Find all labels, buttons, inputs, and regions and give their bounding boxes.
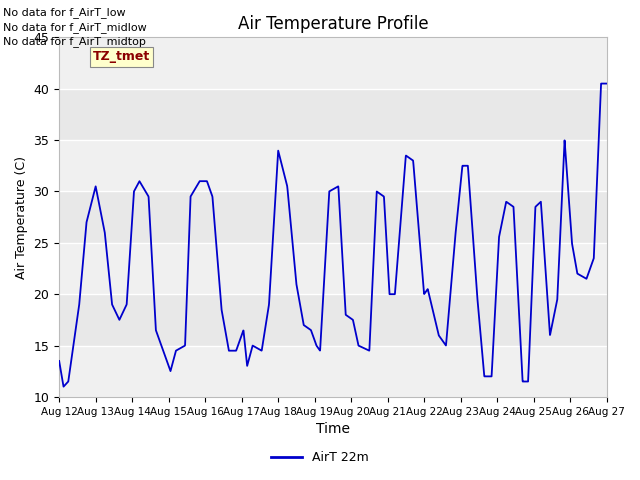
Y-axis label: Air Temperature (C): Air Temperature (C) bbox=[15, 156, 28, 278]
Legend: AirT 22m: AirT 22m bbox=[266, 446, 374, 469]
X-axis label: Time: Time bbox=[316, 422, 350, 436]
Bar bbox=[59, 192, 607, 243]
Text: No data for f_AirT_midlow: No data for f_AirT_midlow bbox=[3, 22, 147, 33]
Bar bbox=[59, 294, 607, 346]
Title: Air Temperature Profile: Air Temperature Profile bbox=[237, 15, 428, 33]
Bar bbox=[59, 140, 607, 192]
Text: No data for f_AirT_low: No data for f_AirT_low bbox=[3, 7, 126, 18]
Bar bbox=[59, 346, 607, 397]
Text: No data for f_AirT_midtop: No data for f_AirT_midtop bbox=[3, 36, 146, 47]
Bar bbox=[59, 89, 607, 140]
Bar bbox=[59, 243, 607, 294]
Text: TZ_tmet: TZ_tmet bbox=[93, 50, 150, 63]
Bar bbox=[59, 37, 607, 89]
